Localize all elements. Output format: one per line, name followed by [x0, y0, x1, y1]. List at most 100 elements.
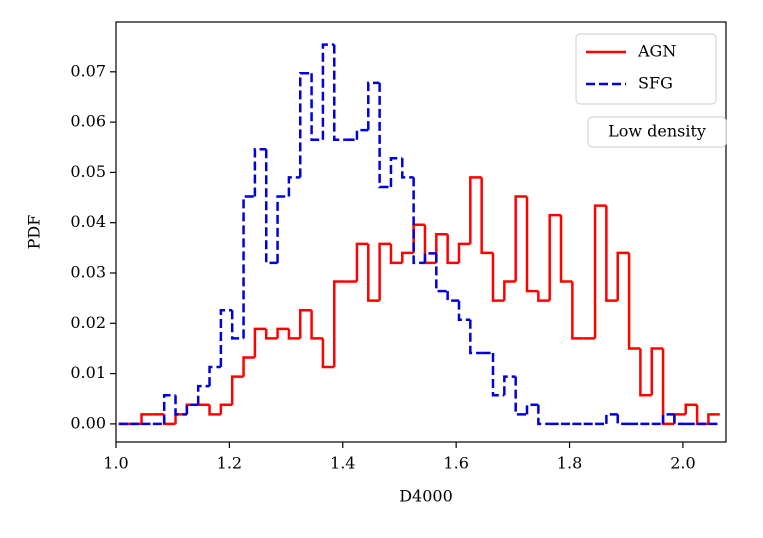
hist-step	[230, 375, 244, 405]
hist-step	[196, 384, 210, 405]
hist-step	[310, 310, 323, 340]
y-axis-label: PDF	[25, 215, 44, 250]
hist-step	[435, 253, 448, 293]
y-tick-label: 0.07	[70, 61, 106, 80]
hist-step	[661, 348, 675, 426]
hist-step	[446, 291, 459, 302]
y-tick-label: 0.01	[70, 363, 106, 382]
hist-step	[525, 196, 539, 293]
hist-step	[423, 224, 437, 265]
hist-step	[378, 82, 391, 189]
hist-step	[287, 328, 301, 340]
hist-step	[174, 395, 187, 416]
hist-step	[162, 414, 176, 426]
hist-step	[537, 291, 550, 302]
hist-step	[162, 393, 176, 424]
hist-step	[264, 149, 278, 265]
x-tick-label: 1.4	[330, 454, 355, 473]
annotation-box	[587, 116, 727, 148]
hist-step	[310, 73, 323, 141]
hist-step	[457, 242, 471, 263]
hist-step	[571, 281, 584, 340]
legend-label: AGN	[637, 42, 676, 61]
hist-step	[264, 328, 278, 340]
hist-step	[298, 72, 312, 178]
hist-step	[230, 310, 244, 340]
hist-step	[650, 347, 664, 396]
hist-step	[185, 403, 199, 415]
hist-step	[208, 365, 221, 387]
hist-step	[253, 327, 267, 358]
hist-step	[253, 148, 267, 197]
hist-step	[412, 177, 425, 265]
y-tick-label: 0.04	[70, 212, 106, 231]
hist-step	[605, 413, 618, 424]
hist-step	[378, 242, 391, 301]
hist-step	[616, 251, 630, 301]
hist-step	[298, 308, 312, 339]
hist-step	[627, 252, 641, 350]
hist-step	[401, 251, 414, 263]
hist-step	[548, 213, 562, 301]
hist-step	[367, 243, 380, 302]
hist-step	[333, 44, 346, 141]
y-tick-label: 0.02	[70, 313, 106, 332]
hist-step	[219, 308, 233, 368]
hist-step	[559, 215, 573, 283]
hist-step	[639, 348, 652, 397]
hist-step	[514, 376, 528, 416]
hist-step	[469, 319, 482, 355]
hist-step	[503, 375, 516, 396]
legend-label: SFG	[638, 74, 673, 93]
hist-step	[208, 404, 221, 416]
hist-step	[287, 176, 301, 197]
hist-step	[355, 128, 369, 140]
hist-step	[219, 403, 233, 415]
hist-step	[423, 252, 437, 263]
hist-step	[593, 204, 607, 339]
x-tick-label: 1.0	[103, 454, 128, 473]
hist-step	[242, 195, 255, 339]
hist-step	[661, 413, 675, 424]
y-tick-label: 0.00	[70, 413, 106, 432]
hist-step	[242, 356, 255, 377]
plot-frame	[115, 21, 727, 443]
x-tick-label: 1.6	[443, 454, 468, 473]
hist-step	[457, 300, 471, 322]
hist-step	[605, 205, 618, 302]
y-tick-label: 0.03	[70, 262, 106, 281]
hist-step	[469, 176, 482, 244]
x-tick-label: 2.0	[670, 454, 695, 473]
hist-step	[616, 414, 630, 426]
hist-step	[446, 234, 459, 265]
hist-step	[389, 243, 403, 265]
x-axis-label: D4000	[399, 487, 453, 506]
hist-step	[333, 280, 346, 368]
hist-step	[695, 404, 709, 426]
hist-step	[185, 403, 199, 415]
y-tick-label: 0.06	[70, 112, 106, 131]
hist-step	[480, 177, 493, 255]
hist-step	[491, 252, 505, 302]
hist-step	[537, 404, 550, 426]
y-tick-label: 0.05	[70, 162, 106, 181]
hist-step	[673, 413, 686, 424]
hist-step	[174, 413, 187, 424]
annotation: Low density	[608, 122, 706, 141]
hist-step	[525, 403, 539, 415]
hist-step	[276, 195, 289, 263]
hist-step	[412, 223, 425, 253]
hist-step	[321, 338, 335, 369]
hist-step	[321, 43, 335, 140]
hist-step	[276, 327, 289, 339]
hist-step	[491, 352, 505, 397]
hist-step	[503, 280, 516, 301]
hist-step	[389, 157, 403, 187]
hist-step	[367, 81, 380, 131]
hist-step	[435, 233, 448, 263]
x-tick-label: 1.8	[557, 454, 582, 473]
hist-step	[673, 414, 686, 426]
x-tick-label: 1.2	[217, 454, 242, 473]
hist-step	[401, 158, 414, 179]
